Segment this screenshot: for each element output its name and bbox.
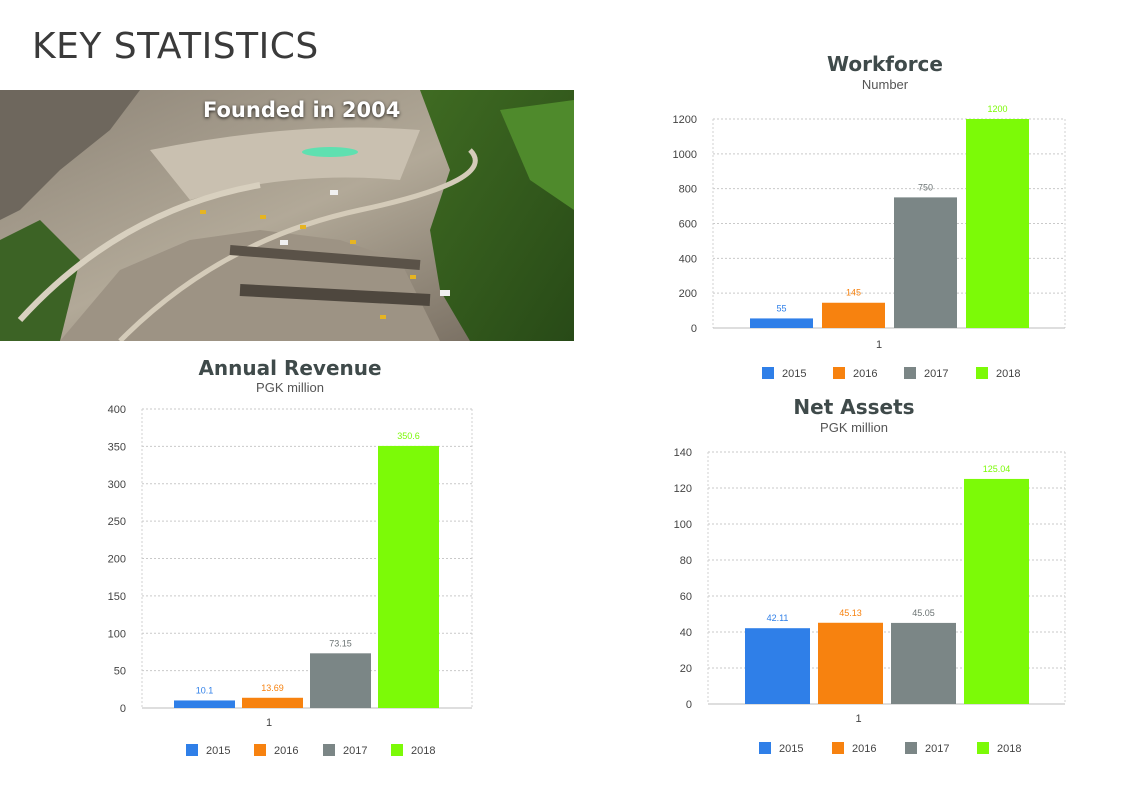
y-tick-label: 140 <box>674 447 692 459</box>
legend-swatch-2018 <box>976 367 988 379</box>
mine-aerial-photo <box>0 90 574 341</box>
x-tick-label: 1 <box>266 717 272 729</box>
legend-label-2015: 2015 <box>206 745 230 757</box>
y-tick-label: 80 <box>680 555 692 567</box>
workforce-chart: Workforce Number 0 200 400 600 800 1000 1200 55 14… <box>640 50 1100 395</box>
legend-swatch-2018 <box>977 742 989 754</box>
legend-label-2017: 2017 <box>924 368 948 380</box>
legend-label-2018: 2018 <box>997 743 1021 755</box>
bar-2016 <box>822 302 885 328</box>
data-label-2018: 125.04 <box>983 464 1011 474</box>
legend-label-2018: 2018 <box>411 745 435 757</box>
legend-swatch-2016 <box>254 744 266 756</box>
y-tick-label: 20 <box>680 663 692 675</box>
y-tick-label: 600 <box>679 219 697 231</box>
legend-swatch-2015 <box>759 742 771 754</box>
chart-subtitle: PGK million <box>256 380 324 395</box>
y-tick-label: 50 <box>114 666 126 678</box>
page-title: KEY STATISTICS <box>32 26 319 67</box>
data-label-2017: 750 <box>918 182 933 192</box>
x-tick-label: 1 <box>876 339 882 351</box>
data-label-2018: 350.6 <box>397 431 420 441</box>
chart-subtitle: Number <box>862 77 909 92</box>
y-tick-label: 100 <box>108 628 126 640</box>
data-label-2015: 55 <box>776 303 786 313</box>
legend-swatch-2017 <box>904 367 916 379</box>
legend-swatch-2015 <box>762 367 774 379</box>
chart-subtitle: PGK million <box>820 420 888 435</box>
bar-2015 <box>745 628 810 704</box>
y-tick-label: 400 <box>108 404 126 416</box>
y-tick-label: 250 <box>108 516 126 528</box>
legend-label-2015: 2015 <box>779 743 803 755</box>
chart-title: Workforce <box>827 52 943 76</box>
legend-swatch-2018 <box>391 744 403 756</box>
chart-title: Annual Revenue <box>198 356 381 380</box>
bar-2015 <box>750 318 813 328</box>
y-tick-label: 60 <box>680 591 692 603</box>
net-assets-chart: Net Assets PGK million 0 20 40 60 80 100 120 140 4… <box>640 395 1100 770</box>
legend-label-2017: 2017 <box>925 743 949 755</box>
legend-label-2017: 2017 <box>343 745 367 757</box>
y-tick-label: 800 <box>679 184 697 196</box>
x-tick-label: 1 <box>855 713 861 725</box>
data-label-2018: 1200 <box>987 104 1007 114</box>
y-tick-label: 100 <box>674 519 692 531</box>
legend-label-2016: 2016 <box>274 745 298 757</box>
bar-2017 <box>310 653 371 708</box>
y-tick-label: 300 <box>108 479 126 491</box>
data-label-2015: 10.1 <box>196 685 214 695</box>
annual-revenue-chart: Annual Revenue PGK million 0 50 100 150 200 250… <box>90 356 510 771</box>
y-tick-label: 400 <box>679 253 697 265</box>
data-label-2017: 73.15 <box>329 638 352 648</box>
data-label-2015: 42.11 <box>767 613 789 623</box>
y-tick-label: 150 <box>108 591 126 603</box>
bar-2018 <box>378 445 439 708</box>
data-label-2016: 145 <box>846 288 861 298</box>
y-tick-label: 40 <box>680 627 692 639</box>
bar-2015 <box>174 700 235 708</box>
y-tick-label: 350 <box>108 441 126 453</box>
legend-swatch-2017 <box>323 744 335 756</box>
legend-label-2016: 2016 <box>853 368 877 380</box>
legend-swatch-2016 <box>833 367 845 379</box>
legend-swatch-2017 <box>905 742 917 754</box>
y-tick-label: 1000 <box>673 149 697 161</box>
y-tick-label: 0 <box>686 699 692 711</box>
chart-title: Net Assets <box>793 395 914 419</box>
bar-2018 <box>964 478 1029 704</box>
legend-label-2018: 2018 <box>996 368 1020 380</box>
legend-label-2016: 2016 <box>852 743 876 755</box>
y-tick-label: 120 <box>674 483 692 495</box>
bar-2016 <box>818 622 883 704</box>
bar-2016 <box>242 697 303 708</box>
bar-2017 <box>894 197 957 328</box>
y-tick-label: 1200 <box>673 114 697 126</box>
bar-2017 <box>891 622 956 704</box>
legend-swatch-2015 <box>186 744 198 756</box>
bar-2018 <box>966 119 1029 328</box>
data-label-2016: 45.13 <box>839 608 862 618</box>
data-label-2016: 13.69 <box>261 683 284 693</box>
data-label-2017: 45.05 <box>912 608 935 618</box>
legend-label-2015: 2015 <box>782 368 806 380</box>
photo-caption: Founded in 2004 <box>203 98 401 122</box>
y-tick-label: 0 <box>120 703 126 715</box>
y-tick-label: 0 <box>691 323 697 335</box>
y-tick-label: 200 <box>679 288 697 300</box>
legend-swatch-2016 <box>832 742 844 754</box>
y-tick-label: 200 <box>108 554 126 566</box>
